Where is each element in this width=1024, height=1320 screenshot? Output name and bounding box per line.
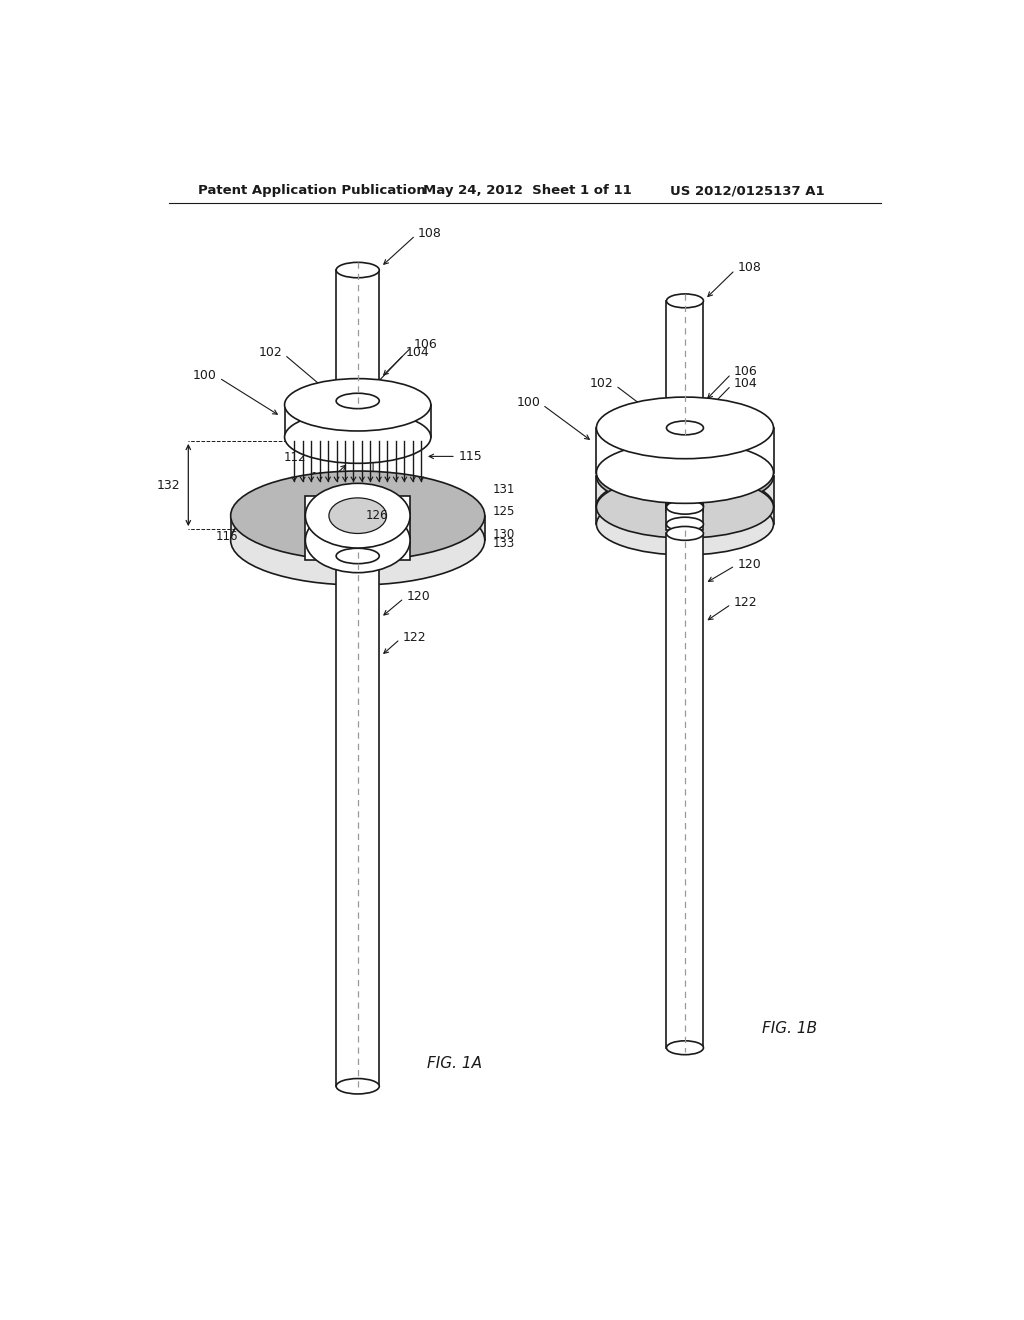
Text: 122: 122	[402, 631, 426, 644]
Ellipse shape	[305, 508, 410, 573]
Text: 115: 115	[458, 450, 482, 463]
Polygon shape	[336, 271, 379, 401]
Ellipse shape	[305, 483, 410, 548]
Ellipse shape	[667, 527, 703, 540]
Text: 108: 108	[418, 227, 441, 240]
Text: 106: 106	[733, 366, 757, 379]
Ellipse shape	[667, 517, 703, 531]
Text: 120: 120	[737, 557, 761, 570]
Text: Patent Application Publication: Patent Application Publication	[199, 185, 426, 197]
Polygon shape	[667, 533, 703, 1048]
Text: 112: 112	[284, 451, 306, 465]
Text: 104: 104	[733, 376, 757, 389]
Ellipse shape	[596, 477, 773, 539]
Ellipse shape	[336, 1078, 379, 1094]
Text: 102: 102	[258, 346, 283, 359]
Text: FIG. 1B: FIG. 1B	[762, 1020, 817, 1036]
Text: 131: 131	[493, 483, 515, 496]
Polygon shape	[667, 502, 703, 531]
Ellipse shape	[667, 470, 703, 483]
Text: 126: 126	[366, 510, 388, 523]
Ellipse shape	[336, 263, 379, 277]
Ellipse shape	[285, 379, 431, 432]
Ellipse shape	[667, 500, 703, 513]
Ellipse shape	[667, 1040, 703, 1055]
Ellipse shape	[596, 397, 773, 459]
Polygon shape	[596, 428, 773, 473]
Polygon shape	[305, 496, 410, 560]
Text: 132: 132	[157, 479, 180, 491]
Polygon shape	[230, 516, 484, 540]
Ellipse shape	[596, 446, 773, 507]
Ellipse shape	[329, 498, 386, 533]
Text: 128: 128	[280, 515, 301, 528]
Ellipse shape	[667, 294, 703, 308]
Ellipse shape	[596, 494, 773, 554]
Text: 130: 130	[493, 528, 515, 541]
Text: 120: 120	[407, 590, 430, 603]
Polygon shape	[667, 301, 703, 428]
Text: 122: 122	[733, 597, 757, 610]
Text: US 2012/0125137 A1: US 2012/0125137 A1	[670, 185, 824, 197]
Ellipse shape	[285, 411, 431, 463]
Ellipse shape	[336, 548, 379, 564]
Ellipse shape	[596, 442, 773, 503]
Text: 125: 125	[493, 504, 515, 517]
Text: 114: 114	[310, 471, 333, 483]
Ellipse shape	[336, 393, 379, 409]
Polygon shape	[336, 556, 379, 1086]
Text: 124: 124	[271, 503, 294, 516]
Ellipse shape	[230, 496, 484, 585]
Text: 118: 118	[410, 532, 434, 545]
Text: 108: 108	[737, 261, 761, 275]
Text: 110: 110	[377, 444, 399, 457]
Text: 100: 100	[193, 370, 217, 381]
Ellipse shape	[667, 499, 703, 512]
Polygon shape	[285, 405, 431, 437]
Text: 118: 118	[741, 511, 765, 524]
Text: 116: 116	[216, 529, 239, 543]
Text: May 24, 2012  Sheet 1 of 11: May 24, 2012 Sheet 1 of 11	[423, 185, 632, 197]
Polygon shape	[596, 507, 773, 524]
Polygon shape	[596, 477, 773, 506]
Text: 104: 104	[406, 346, 429, 359]
Text: 100: 100	[516, 396, 541, 409]
Ellipse shape	[667, 421, 703, 434]
Polygon shape	[667, 470, 703, 512]
Ellipse shape	[596, 475, 773, 536]
Text: 102: 102	[590, 376, 613, 389]
Text: 133: 133	[493, 537, 515, 550]
Text: FIG. 1A: FIG. 1A	[427, 1056, 482, 1071]
Text: 106: 106	[414, 338, 437, 351]
Ellipse shape	[230, 471, 484, 560]
